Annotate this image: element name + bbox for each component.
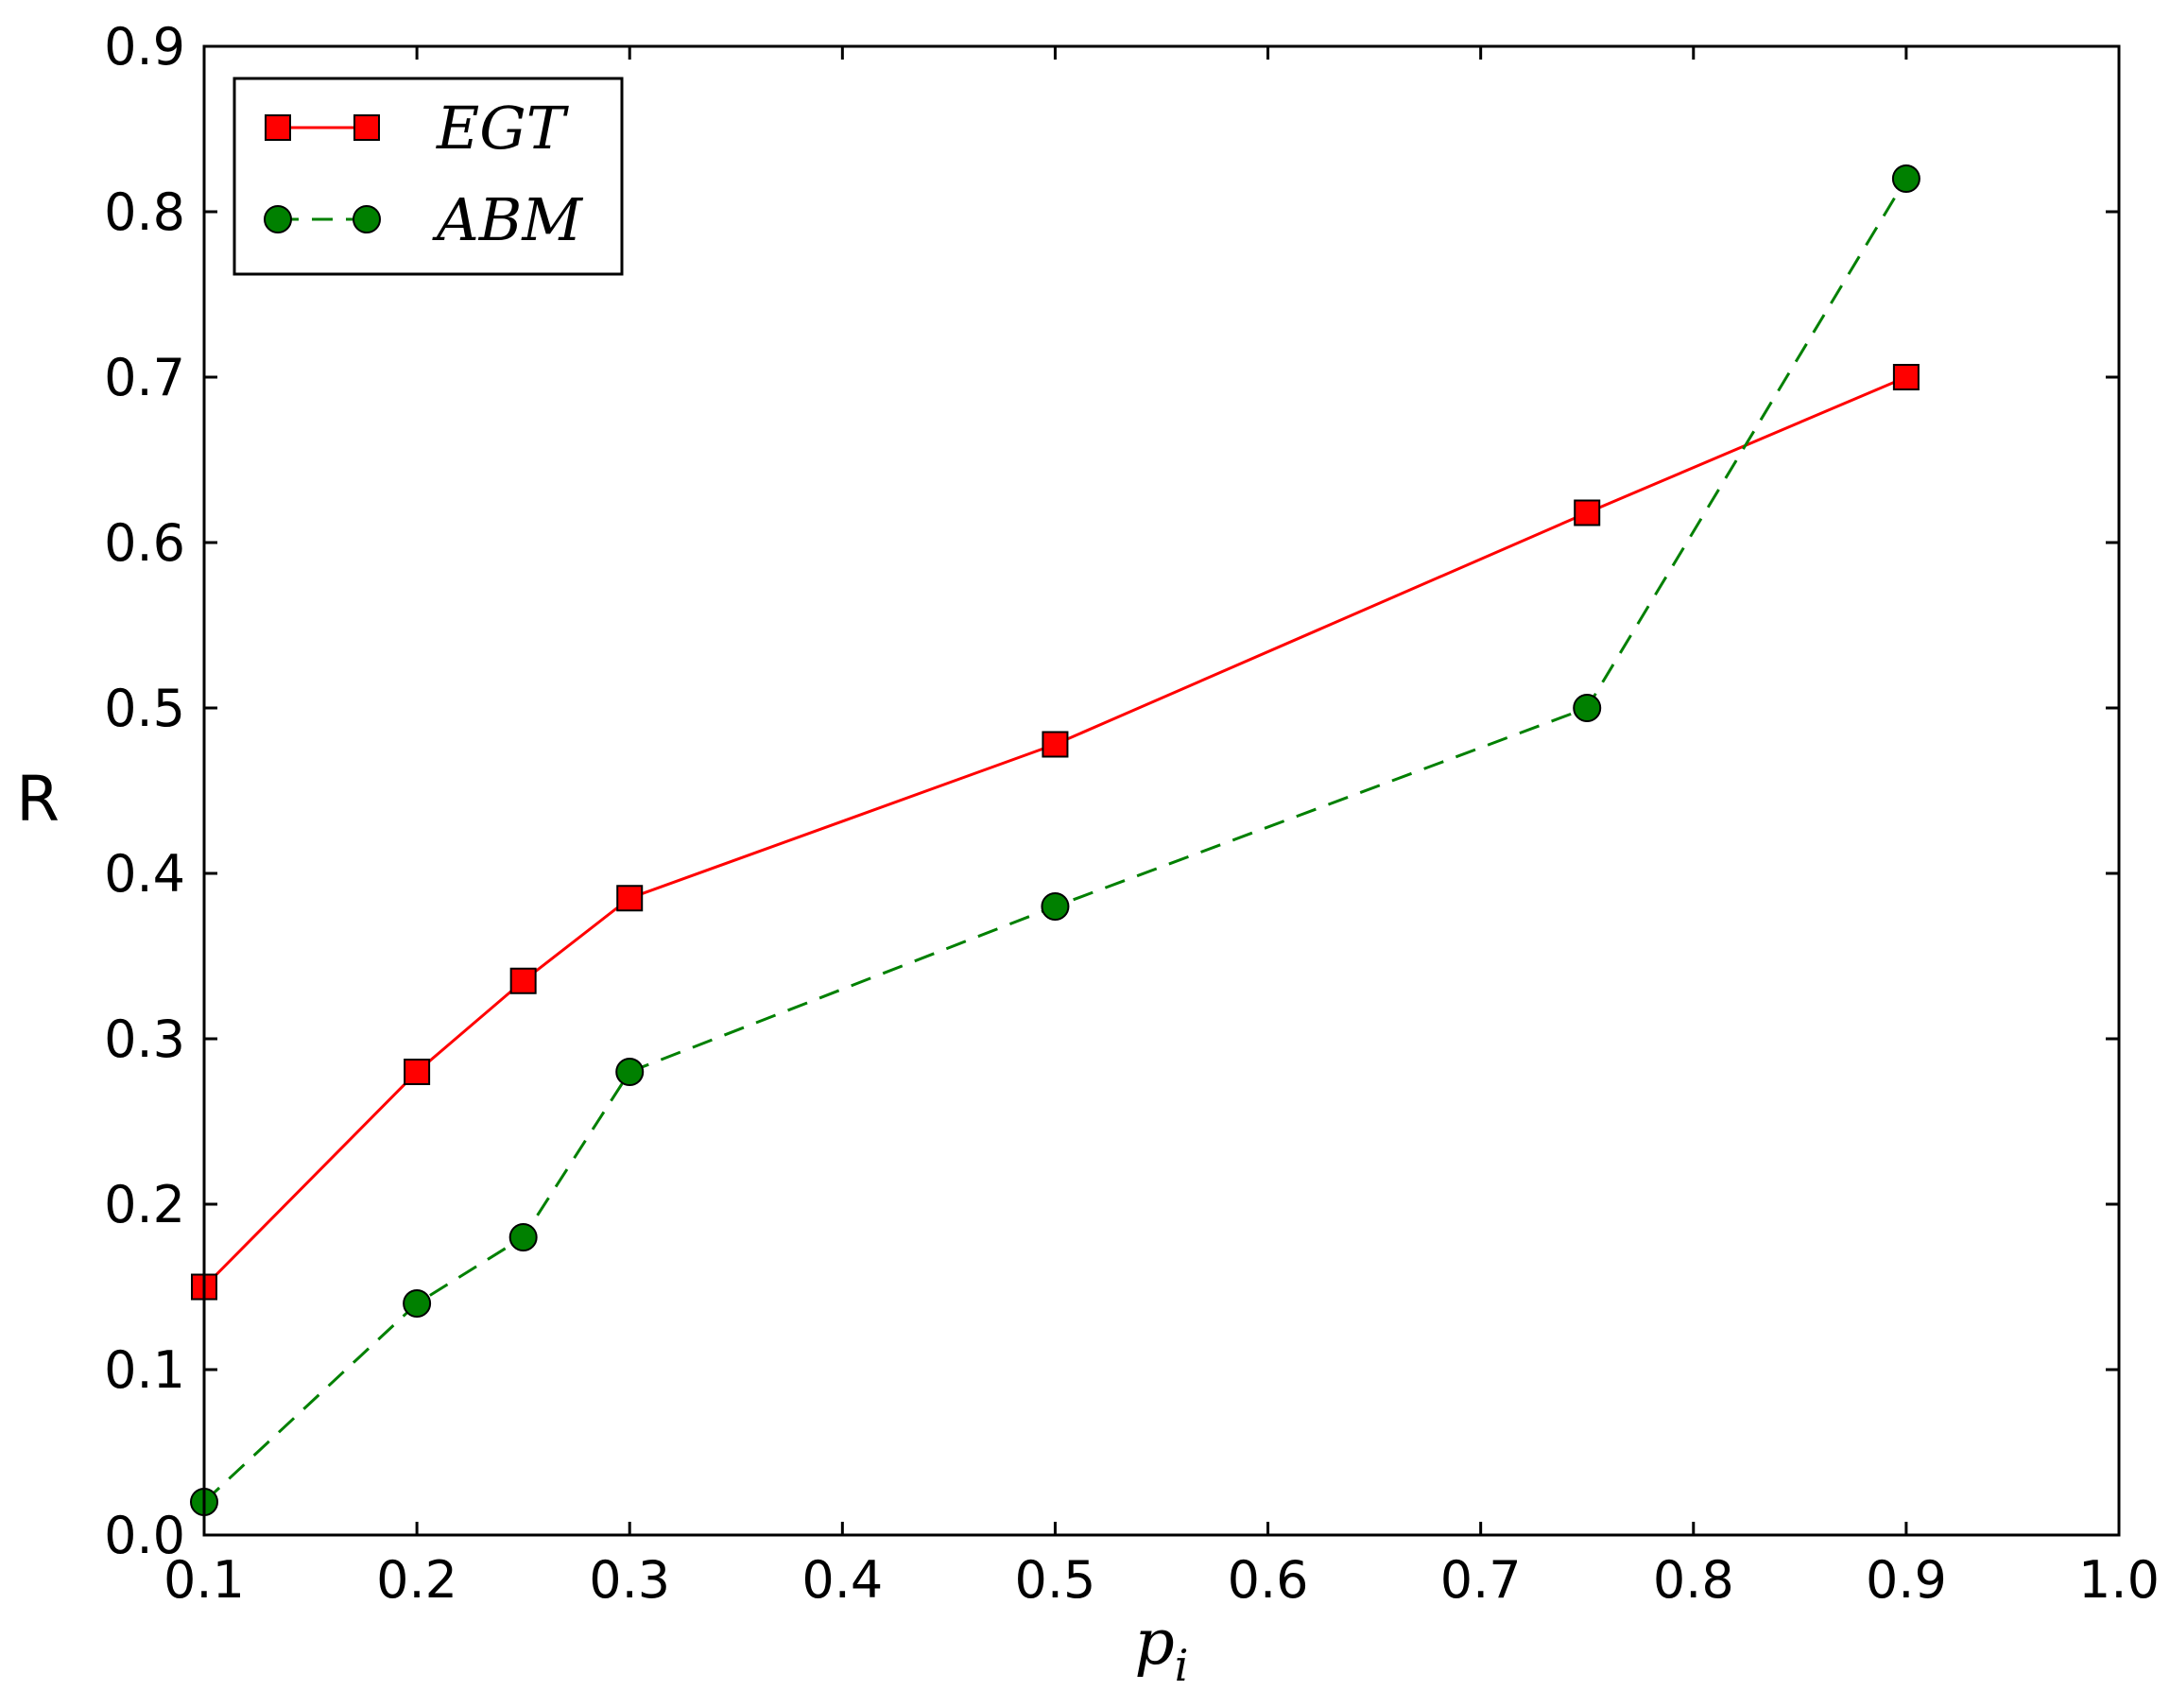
data-point-abm: [1573, 694, 1602, 722]
y-tick-label: 0.9: [104, 17, 185, 77]
x-tick-label: 0.6: [1228, 1550, 1309, 1610]
legend: EGT ABM: [232, 77, 624, 276]
data-point-egt: [616, 885, 644, 912]
y-tick-label: 0.4: [104, 844, 185, 904]
y-tick-label: 0.8: [104, 182, 185, 242]
x-tick-label: 0.1: [164, 1550, 245, 1610]
data-point-egt: [1042, 731, 1069, 758]
x-tick-label: 0.9: [1866, 1550, 1947, 1610]
axis-ticks: [202, 44, 2121, 1537]
data-point-abm: [1041, 892, 1070, 921]
legend-label-egt: EGT: [436, 94, 570, 163]
data-point-egt: [1892, 364, 1920, 390]
legend-label-abm: ABM: [432, 185, 583, 254]
data-point-egt: [1574, 499, 1601, 526]
x-tick-label: 0.7: [1440, 1550, 1522, 1610]
y-axis-label: R: [16, 763, 60, 836]
plot-frame: [202, 44, 2121, 1537]
axis-tick-labels: 0.1 0.2 0.3 0.4 0.5 0.6 0.7 0.8 0.9 1.00.00.10.20…: [104, 17, 2160, 1610]
x-axis-label-subscript: i: [1175, 1640, 1189, 1691]
y-tick-label: 0.6: [104, 513, 185, 573]
y-tick-label: 0.2: [104, 1175, 185, 1234]
x-tick-label: 1.0: [2078, 1550, 2160, 1610]
data-point-abm: [615, 1058, 645, 1086]
x-tick-label: 0.2: [376, 1550, 457, 1610]
x-axis-label-base: p: [1135, 1606, 1175, 1679]
legend-box: [232, 77, 624, 276]
y-tick-label: 0.1: [104, 1340, 185, 1400]
y-tick-label: 0.5: [104, 679, 185, 738]
legend-marker-abm-right: [353, 205, 381, 233]
legend-marker-abm-left: [264, 205, 292, 233]
y-tick-label: 0.3: [104, 1009, 185, 1069]
y-tick-label: 0.7: [104, 348, 185, 407]
x-tick-label: 0.3: [589, 1550, 670, 1610]
data-point-egt: [404, 1059, 431, 1085]
legend-marker-egt-right: [353, 114, 380, 141]
plot-markers: [190, 164, 1920, 1516]
data-point-egt: [509, 967, 537, 994]
x-tick-label: 0.4: [801, 1550, 883, 1610]
x-tick-label: 0.8: [1653, 1550, 1734, 1610]
data-point-abm: [403, 1289, 432, 1318]
data-point-abm: [1891, 164, 1920, 193]
x-axis-label: pi: [1135, 1606, 1189, 1691]
x-tick-label: 0.5: [1014, 1550, 1095, 1610]
data-point-abm: [508, 1223, 538, 1251]
y-tick-label: 0.0: [104, 1506, 185, 1565]
legend-marker-egt-left: [265, 114, 291, 141]
